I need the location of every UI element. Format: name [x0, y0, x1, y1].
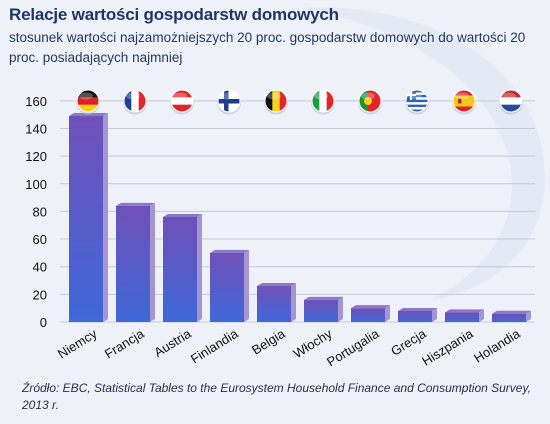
bar — [445, 312, 479, 322]
bar — [69, 116, 103, 322]
bar-top — [351, 305, 390, 309]
bar-hiszpania — [445, 309, 484, 322]
x-tick-label: Francja — [102, 325, 147, 361]
bar — [116, 205, 150, 322]
bar-side — [526, 310, 531, 322]
bar-belgia — [257, 283, 296, 322]
x-tick-label: Portugalia — [324, 325, 382, 369]
x-tick-label: Holandia — [471, 325, 523, 365]
chart-subtitle: stosunek wartości najzamożniejszych 20 p… — [9, 30, 526, 65]
bar — [163, 216, 197, 322]
bar-finlandia — [210, 249, 249, 322]
spain-flag-icon — [452, 89, 476, 115]
x-tick-label: Hiszpania — [419, 325, 476, 368]
chart-title: Relacje wartości gospodarstw domowych — [9, 5, 339, 24]
austria-flag-icon — [170, 89, 194, 115]
bar-top — [116, 202, 155, 206]
bar-side — [197, 213, 202, 322]
greece-flag-icon — [405, 89, 429, 115]
y-tick-label: 0 — [40, 315, 47, 330]
y-tick-label: 60 — [33, 232, 47, 247]
bar-grecja — [398, 307, 437, 322]
y-tick-label: 40 — [33, 260, 47, 275]
bar-top — [304, 296, 343, 300]
bar-side — [385, 305, 390, 322]
y-tick-label: 80 — [33, 204, 47, 219]
y-tick-label: 160 — [25, 94, 47, 109]
bar-side — [338, 296, 343, 322]
source-note: Źródło: EBC, Statistical Tables to the E… — [22, 381, 531, 412]
portugal-flag-icon — [358, 89, 382, 115]
background-swirl — [300, 7, 545, 301]
bar-top — [445, 309, 484, 313]
finland-flag-icon — [217, 89, 241, 115]
y-tick-label: 20 — [33, 287, 47, 302]
bar — [257, 286, 291, 322]
bar-top — [210, 249, 249, 253]
y-tick-label: 100 — [25, 177, 47, 192]
bar — [351, 308, 385, 322]
bar-top — [163, 213, 202, 217]
bar-włochy — [304, 296, 343, 322]
belgium-flag-icon — [264, 89, 288, 115]
x-tick-label: Finlandia — [188, 325, 241, 366]
bar-austria — [163, 213, 202, 322]
bar-side — [103, 113, 108, 322]
bar-top — [492, 310, 531, 314]
x-tick-label: Belgia — [249, 325, 288, 357]
italy-flag-icon — [311, 89, 335, 115]
netherlands-flag-icon — [499, 89, 523, 115]
france-flag-icon — [123, 89, 147, 115]
bar — [398, 310, 432, 322]
germany-flag-icon — [76, 89, 100, 115]
bar-side — [479, 309, 484, 322]
bar-niemcy — [69, 113, 108, 322]
bar-holandia — [492, 310, 531, 322]
bar-francja — [116, 202, 155, 322]
x-tick-label: Niemcy — [55, 326, 100, 362]
bar-top — [398, 307, 437, 311]
bar-side — [244, 249, 249, 322]
bar — [492, 313, 526, 322]
bar-top — [69, 113, 108, 117]
y-tick-label: 120 — [25, 149, 47, 164]
bar — [304, 299, 338, 322]
y-tick-label: 140 — [25, 121, 47, 136]
bar — [210, 252, 244, 322]
bar-side — [432, 307, 437, 322]
bar-portugalia — [351, 305, 390, 322]
bar-side — [150, 202, 155, 322]
bar-top — [257, 283, 296, 287]
bar-side — [291, 283, 296, 322]
